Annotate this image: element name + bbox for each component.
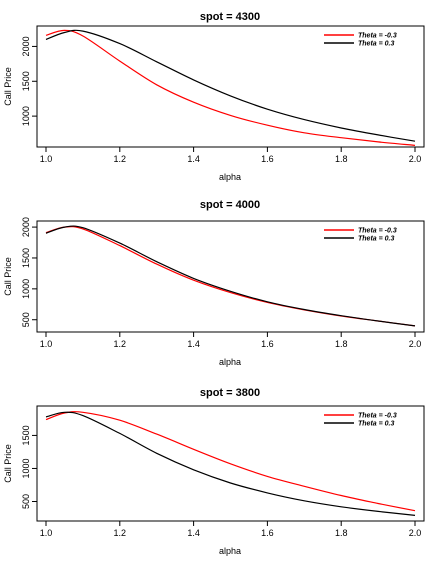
x-axis-label: alpha	[219, 172, 241, 182]
y-tick-label: 1000	[21, 106, 31, 126]
plot-frame	[36, 25, 425, 148]
x-tick-label: 1.0	[40, 339, 53, 349]
legend-label-1: Theta = -0.3	[358, 33, 397, 40]
chart-title: spot = 3800	[200, 387, 260, 399]
series-line-2	[45, 225, 416, 327]
chart-panel-1: spot = 4300 1.0 1.2 1.4 1.6 1.8 2.0 1000 1500 200…	[3, 11, 425, 182]
x-tick-label: 1.8	[335, 339, 348, 349]
chart-panel-2: spot = 4000 1.0 1.2 1.4 1.6 1.8 2.0 500 1000 1500…	[3, 199, 425, 367]
legend-label-2: Theta = 0.3	[358, 421, 394, 428]
x-tick-label: 1.4	[187, 528, 200, 538]
y-axis-label: Call Price	[3, 444, 13, 483]
chart-panel-3: spot = 3800 1.0 1.2 1.4 1.6 1.8 2.0 500 1000 1500…	[3, 387, 425, 556]
x-tick-label: 1.8	[335, 528, 348, 538]
legend-label-1: Theta = -0.3	[358, 228, 397, 235]
y-tick-label: 1000	[21, 279, 31, 299]
x-axis-label: alpha	[219, 357, 241, 367]
plot-frame	[36, 405, 425, 522]
series-line-2	[45, 411, 416, 516]
series-line-2	[45, 29, 416, 142]
y-tick-label: 1000	[21, 458, 31, 478]
y-tick-label: 500	[21, 312, 31, 327]
legend-label-2: Theta = 0.3	[358, 41, 394, 48]
chart-title: spot = 4300	[200, 11, 260, 23]
y-axis-label: Call Price	[3, 257, 13, 296]
y-tick-label: 1500	[21, 248, 31, 268]
x-tick-label: 1.2	[114, 528, 127, 538]
y-tick-label: 2000	[21, 217, 31, 237]
legend-label-1: Theta = -0.3	[358, 413, 397, 420]
x-tick-label: 1.4	[187, 339, 200, 349]
chart-title: spot = 4000	[200, 199, 260, 211]
y-tick-label: 1500	[21, 71, 31, 91]
x-tick-label: 1.0	[40, 154, 53, 164]
x-tick-label: 1.4	[187, 154, 200, 164]
legend-label-2: Theta = 0.3	[358, 236, 394, 243]
series-line-1	[45, 29, 416, 146]
y-tick-label: 500	[21, 494, 31, 509]
x-tick-label: 2.0	[409, 339, 422, 349]
x-tick-label: 1.2	[114, 339, 127, 349]
x-tick-label: 1.0	[40, 528, 53, 538]
x-axis-label: alpha	[219, 546, 241, 556]
x-tick-label: 1.6	[261, 528, 274, 538]
x-tick-label: 1.2	[114, 154, 127, 164]
y-axis-label: Call Price	[3, 67, 13, 106]
x-tick-label: 1.6	[261, 154, 274, 164]
x-tick-label: 2.0	[409, 154, 422, 164]
x-tick-label: 1.8	[335, 154, 348, 164]
y-tick-label: 1500	[21, 425, 31, 445]
y-tick-label: 2000	[21, 36, 31, 56]
series-line-1	[45, 411, 416, 512]
x-tick-label: 2.0	[409, 528, 422, 538]
plot-frame	[36, 220, 425, 333]
x-tick-label: 1.6	[261, 339, 274, 349]
